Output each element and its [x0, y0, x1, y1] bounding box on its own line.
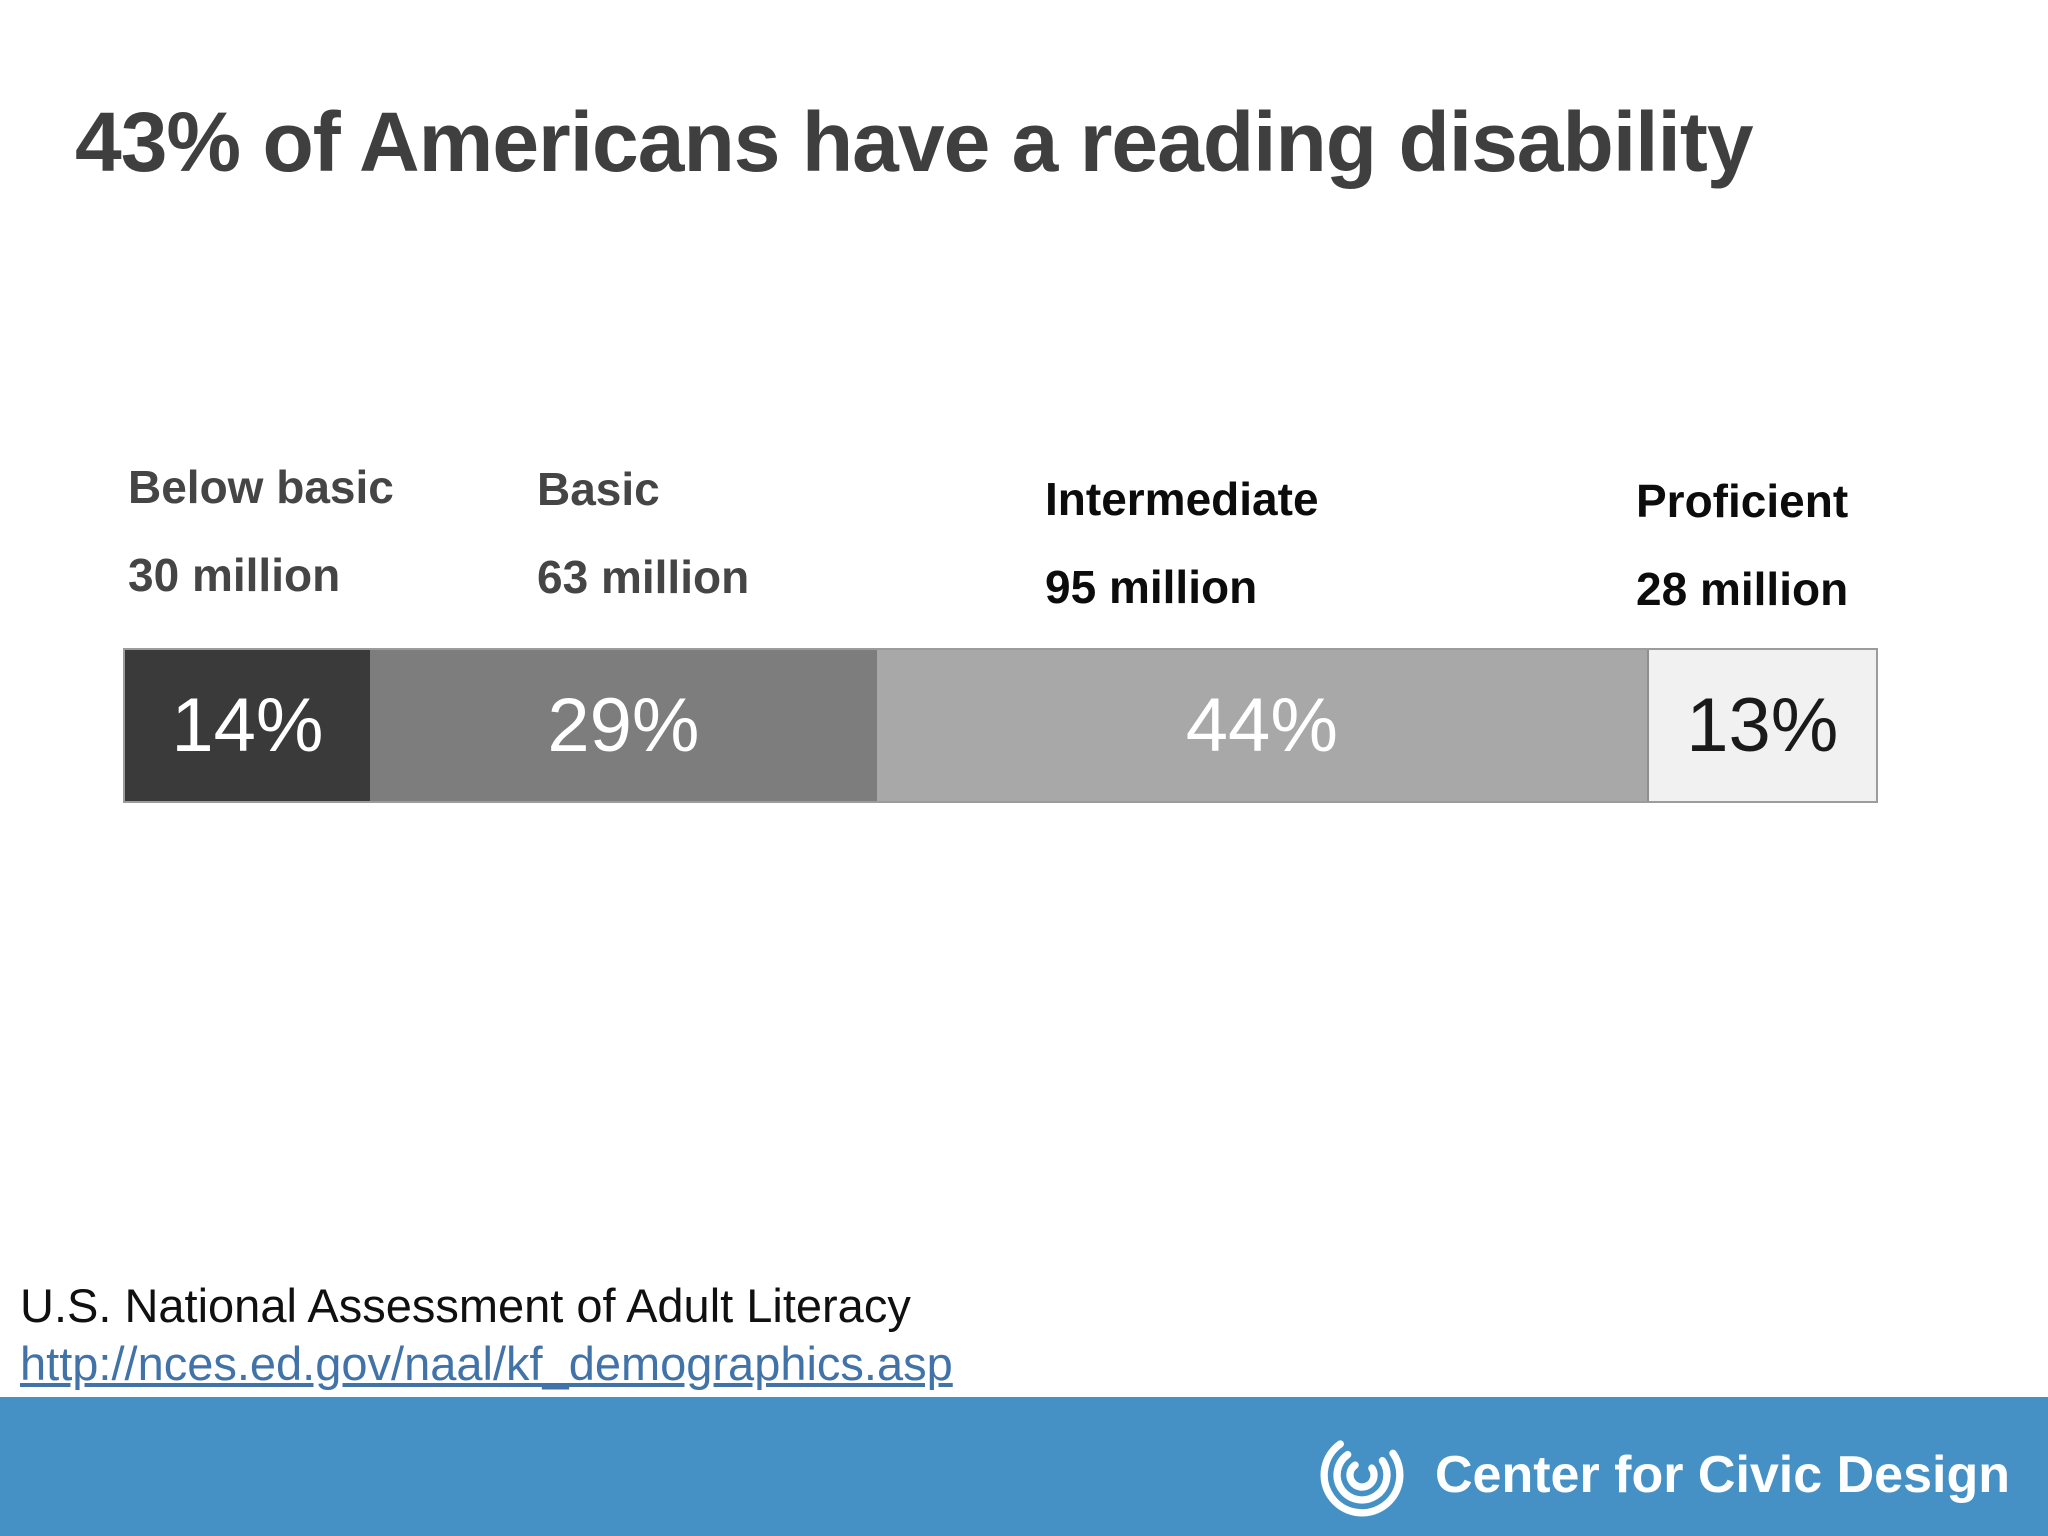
bar-segment-basic: 29% [369, 650, 878, 801]
category-below-basic: Below basic 30 million [128, 460, 394, 602]
source-citation: U.S. National Assessment of Adult Litera… [20, 1277, 953, 1393]
segment-value: 44% [1185, 683, 1338, 768]
category-count: 30 million [128, 549, 341, 601]
segment-value: 13% [1686, 683, 1839, 768]
segment-value: 14% [171, 683, 324, 768]
category-basic: Basic 63 million [537, 462, 749, 604]
stacked-bar-chart: 14% 29% 44% 13% [123, 648, 1878, 803]
category-label: Basic [537, 463, 660, 515]
segment-value: 29% [547, 683, 700, 768]
footer-org-name: Center for Civic Design [1434, 1445, 2010, 1504]
category-intermediate: Intermediate 95 million [1045, 472, 1319, 614]
category-label: Below basic [128, 461, 394, 513]
page-title: 43% of Americans have a reading disabili… [75, 95, 1754, 189]
bar-segment-intermediate: 44% [877, 650, 1647, 801]
bar-segment-proficient: 13% [1646, 650, 1876, 801]
fingerprint-spiral-icon [1319, 1432, 1405, 1518]
category-label: Proficient [1636, 475, 1849, 527]
category-proficient: Proficient 28 million [1636, 474, 1848, 616]
source-link[interactable]: http://nces.ed.gov/naal/kf_demographics.… [20, 1337, 953, 1390]
category-label: Intermediate [1045, 473, 1319, 525]
footer-bar: Center for Civic Design [0, 1397, 2048, 1536]
bar-segment-below-basic: 14% [125, 650, 370, 801]
category-count: 95 million [1045, 561, 1258, 613]
category-count: 63 million [537, 551, 750, 603]
source-text: U.S. National Assessment of Adult Litera… [20, 1279, 911, 1332]
category-count: 28 million [1636, 563, 1849, 615]
